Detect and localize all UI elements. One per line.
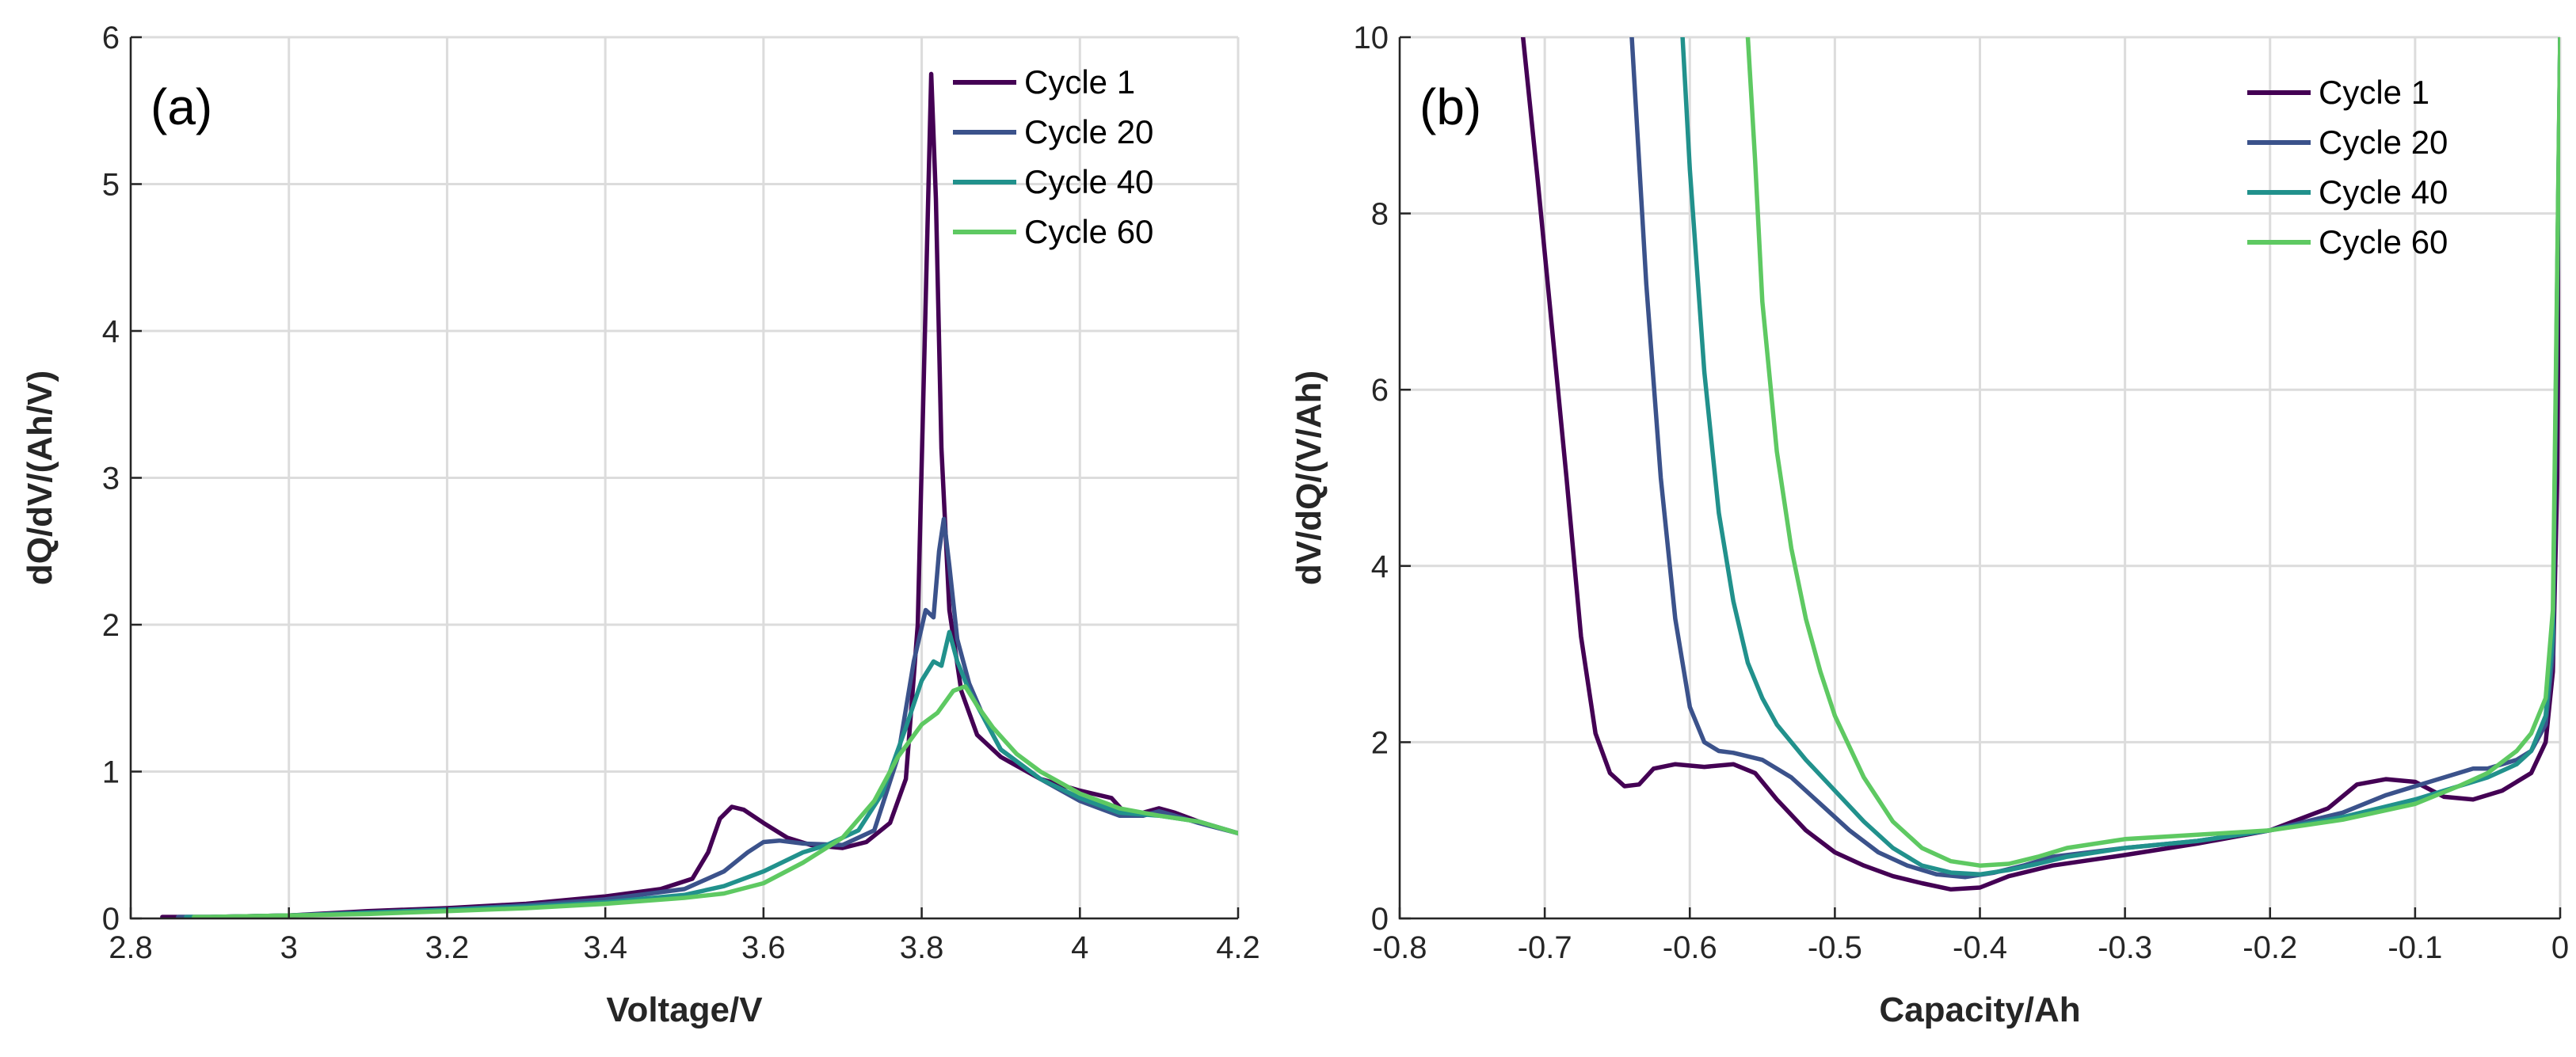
legend-label: Cycle 20 xyxy=(2319,124,2448,161)
y-tick-label: 2 xyxy=(102,608,120,643)
series-line-cycle-1 xyxy=(1520,37,2560,892)
y-tick-label: 0 xyxy=(102,902,120,937)
x-tick-label: 4.2 xyxy=(1216,930,1260,965)
y-tick-label: 4 xyxy=(102,314,120,349)
x-tick-label: 3.8 xyxy=(900,930,944,965)
x-tick-label: -0.8 xyxy=(1373,930,1427,965)
x-tick-label: 2.8 xyxy=(109,930,153,965)
y-axis-label: dQ/dV/(Ah/V) xyxy=(21,371,59,585)
x-tick-label: 3.2 xyxy=(425,930,470,965)
legend-label: Cycle 60 xyxy=(2319,223,2448,260)
legend-label: Cycle 20 xyxy=(1024,113,1153,150)
series-line-cycle-20 xyxy=(176,516,1238,918)
series-line-cycle-60 xyxy=(1745,37,2560,868)
x-tick-label: 3 xyxy=(280,930,298,965)
series-line-cycle-20 xyxy=(1629,37,2560,880)
x-axis-label: Capacity/Ah xyxy=(1879,990,2080,1029)
y-axis-label: dV/dQ/(V/Ah) xyxy=(1290,371,1328,585)
y-tick-label: 2 xyxy=(1371,725,1389,760)
x-tick-label: -0.3 xyxy=(2098,930,2152,965)
chart-panel-b: -0.8 -0.7 -0.6 -0.5 -0.4 -0.3 -0.2 -0.1 0 0 2 4 6 8 10… xyxy=(1290,21,2569,1029)
y-tick-label: 10 xyxy=(1354,21,1389,55)
x-tick-label: -0.7 xyxy=(1518,930,1572,965)
panel-label: (a) xyxy=(151,78,212,135)
legend: Cycle 1 Cycle 20 Cycle 40 Cycle 60 xyxy=(953,63,1153,250)
y-tick-label: 5 xyxy=(102,168,120,203)
legend-label: Cycle 40 xyxy=(2319,173,2448,211)
y-tick-label: 4 xyxy=(1371,549,1389,584)
legend-label: Cycle 60 xyxy=(1024,213,1153,250)
x-tick-label: -0.6 xyxy=(1663,930,1717,965)
x-tick-label: -0.5 xyxy=(1808,930,1862,965)
series-line-cycle-1 xyxy=(160,71,1238,918)
x-tick-label: -0.4 xyxy=(1953,930,2007,965)
x-tick-label: 3.6 xyxy=(741,930,786,965)
x-axis-label: Voltage/V xyxy=(606,990,763,1029)
x-tick-label: -0.1 xyxy=(2387,930,2442,965)
x-tick-label: 0 xyxy=(2551,930,2569,965)
y-tick-label: 6 xyxy=(102,21,120,55)
legend-label: Cycle 40 xyxy=(1024,163,1153,200)
x-tick-label: 4 xyxy=(1071,930,1088,965)
legend-label: Cycle 1 xyxy=(2319,74,2429,111)
series-line-cycle-40 xyxy=(1680,37,2560,877)
y-tick-label: 6 xyxy=(1371,373,1389,408)
series-line-cycle-60 xyxy=(192,684,1238,918)
x-tick-label: -0.2 xyxy=(2243,930,2297,965)
y-tick-label: 0 xyxy=(1371,902,1389,937)
y-tick-label: 1 xyxy=(102,755,120,790)
chart-panel-a: 2.8 3 3.2 3.4 3.6 3.8 4 4.2 0 1 2 3 4 5 6 Voltage/V dQ/d… xyxy=(21,21,1260,1029)
legend: Cycle 1 Cycle 20 Cycle 40 Cycle 60 xyxy=(2247,74,2448,260)
legend-label: Cycle 1 xyxy=(1024,63,1135,101)
y-tick-label: 8 xyxy=(1371,197,1389,232)
x-tick-label: 3.4 xyxy=(583,930,627,965)
y-tick-label: 3 xyxy=(102,462,120,496)
panel-label: (b) xyxy=(1419,78,1481,135)
